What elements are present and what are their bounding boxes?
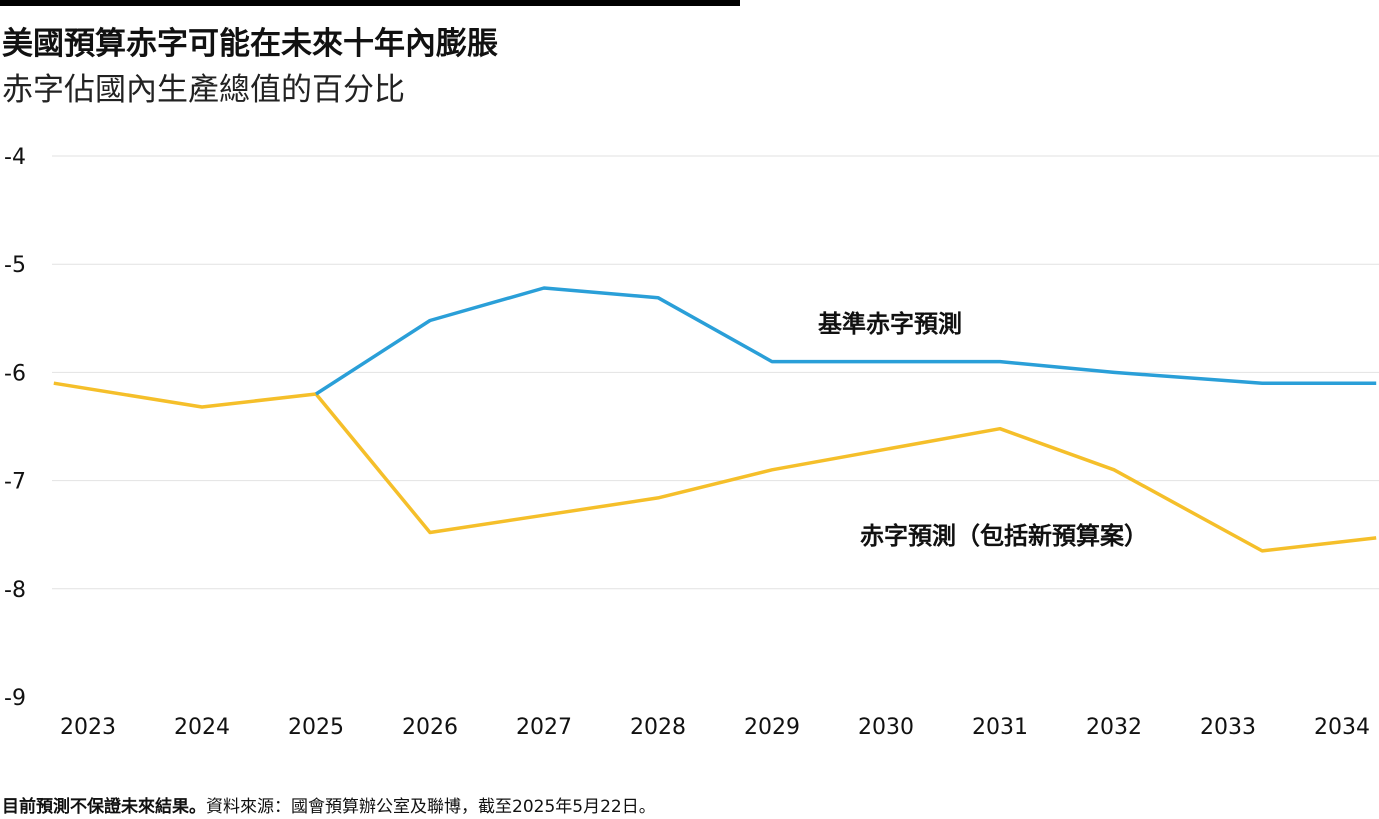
- footer-source: 資料來源：國會預算辦公室及聯博，截至2025年5月22日。: [206, 797, 656, 817]
- series-line-baseline: [315, 286, 1377, 396]
- series-label-new-budget: 赤字預測（包括新預算案）: [860, 522, 1148, 550]
- x-tick-label: 2030: [858, 715, 914, 740]
- x-tick-label: 2029: [744, 715, 800, 740]
- series-line-new-budget: [53, 381, 1377, 553]
- x-tick-label: 2027: [516, 715, 572, 740]
- series-lines: [53, 286, 1377, 553]
- x-tick-label: 2023: [60, 715, 116, 740]
- chart-title: 美國預算赤字可能在未來十年內膨脹: [2, 26, 498, 62]
- x-axis-ticks: 2023 2024 2025 2026 2027 2028 2029 2030 2031 2032…: [60, 715, 1370, 740]
- line-chart: -4-5-6-7-8-9 2023 2024 2025 2026 2027 2028 202…: [4, 145, 1379, 740]
- gridlines: [52, 155, 1379, 590]
- x-tick-label: 2034: [1314, 715, 1370, 740]
- y-axis-ticks: -4 -5 -6 -7 -8 -9: [4, 145, 26, 711]
- x-tick-label: 2026: [402, 715, 458, 740]
- y-tick-label: -9: [4, 686, 26, 711]
- y-tick-label: -8: [4, 578, 26, 603]
- x-tick-label: 2033: [1200, 715, 1256, 740]
- chart-footer: 目前預測不保證未來結果。資料來源：國會預算辦公室及聯博，截至2025年5月22日…: [2, 792, 656, 817]
- x-tick-label: 2031: [972, 715, 1028, 740]
- series-label-baseline: 基準赤字預測: [818, 310, 962, 338]
- x-tick-label: 2032: [1086, 715, 1142, 740]
- footer-disclaimer: 目前預測不保證未來結果。: [2, 797, 206, 817]
- x-tick-label: 2028: [630, 715, 686, 740]
- y-tick-label: -6: [4, 361, 26, 386]
- top-rule: [0, 0, 740, 6]
- y-tick-label: -4: [4, 145, 26, 170]
- y-tick-label: -5: [4, 253, 26, 278]
- x-tick-label: 2024: [174, 715, 230, 740]
- chart-subtitle: 赤字佔國內生產總值的百分比: [2, 72, 405, 108]
- y-tick-label: -7: [4, 470, 26, 495]
- x-tick-label: 2025: [288, 715, 344, 740]
